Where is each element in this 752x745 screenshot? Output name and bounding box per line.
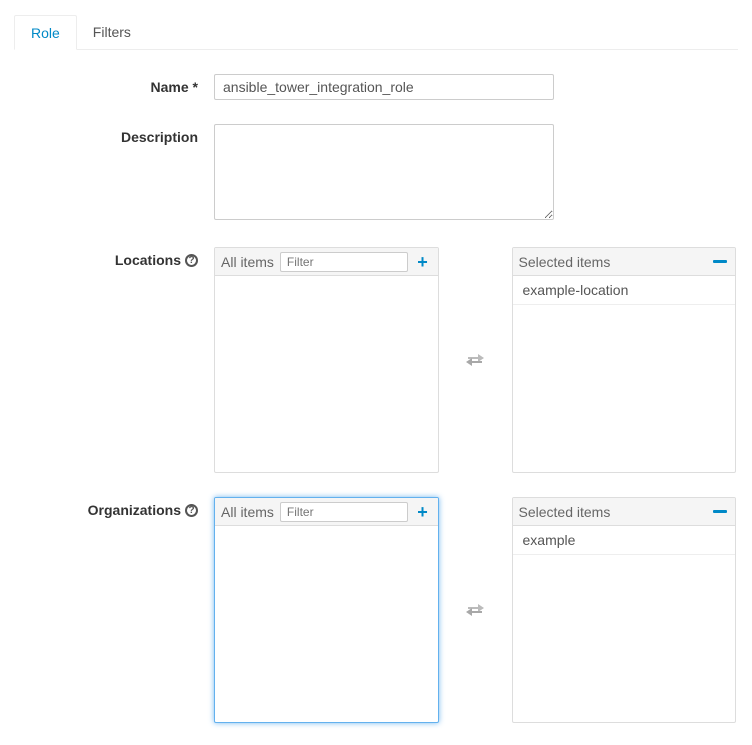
locations-label: Locations ? — [14, 247, 214, 268]
add-all-icon[interactable]: + — [414, 253, 432, 271]
locations-selected-body[interactable]: example-location — [513, 276, 736, 472]
selected-title: Selected items — [519, 254, 708, 270]
organizations-label-text: Organizations — [88, 502, 181, 518]
locations-available-body[interactable] — [215, 276, 438, 472]
organizations-label: Organizations ? — [14, 497, 214, 518]
add-all-icon[interactable]: + — [414, 503, 432, 521]
swap-icon — [465, 602, 486, 618]
selected-title: Selected items — [519, 504, 708, 520]
tab-filters[interactable]: Filters — [77, 15, 147, 50]
help-icon[interactable]: ? — [185, 254, 198, 267]
name-label: Name * — [14, 74, 214, 95]
organizations-available-list: All items + — [214, 497, 439, 723]
locations-filter-input[interactable] — [280, 252, 408, 272]
swap-icon — [465, 352, 486, 368]
description-label: Description — [14, 124, 214, 145]
list-item[interactable]: example-location — [513, 276, 736, 305]
tab-bar: Role Filters — [14, 14, 738, 50]
help-icon[interactable]: ? — [185, 504, 198, 517]
description-textarea[interactable] — [214, 124, 554, 220]
organizations-available-body[interactable] — [215, 526, 438, 722]
organizations-filter-input[interactable] — [280, 502, 408, 522]
locations-available-list: All items + — [214, 247, 439, 473]
available-title: All items — [221, 254, 274, 270]
organizations-selected-body[interactable]: example — [513, 526, 736, 722]
remove-all-icon[interactable] — [713, 260, 727, 263]
organizations-selected-list: Selected items example — [512, 497, 737, 723]
tab-role[interactable]: Role — [14, 15, 77, 50]
list-item[interactable]: example — [513, 526, 736, 555]
remove-all-icon[interactable] — [713, 510, 727, 513]
locations-label-text: Locations — [115, 252, 181, 268]
name-input[interactable] — [214, 74, 554, 100]
locations-selected-list: Selected items example-location — [512, 247, 737, 473]
available-title: All items — [221, 504, 274, 520]
